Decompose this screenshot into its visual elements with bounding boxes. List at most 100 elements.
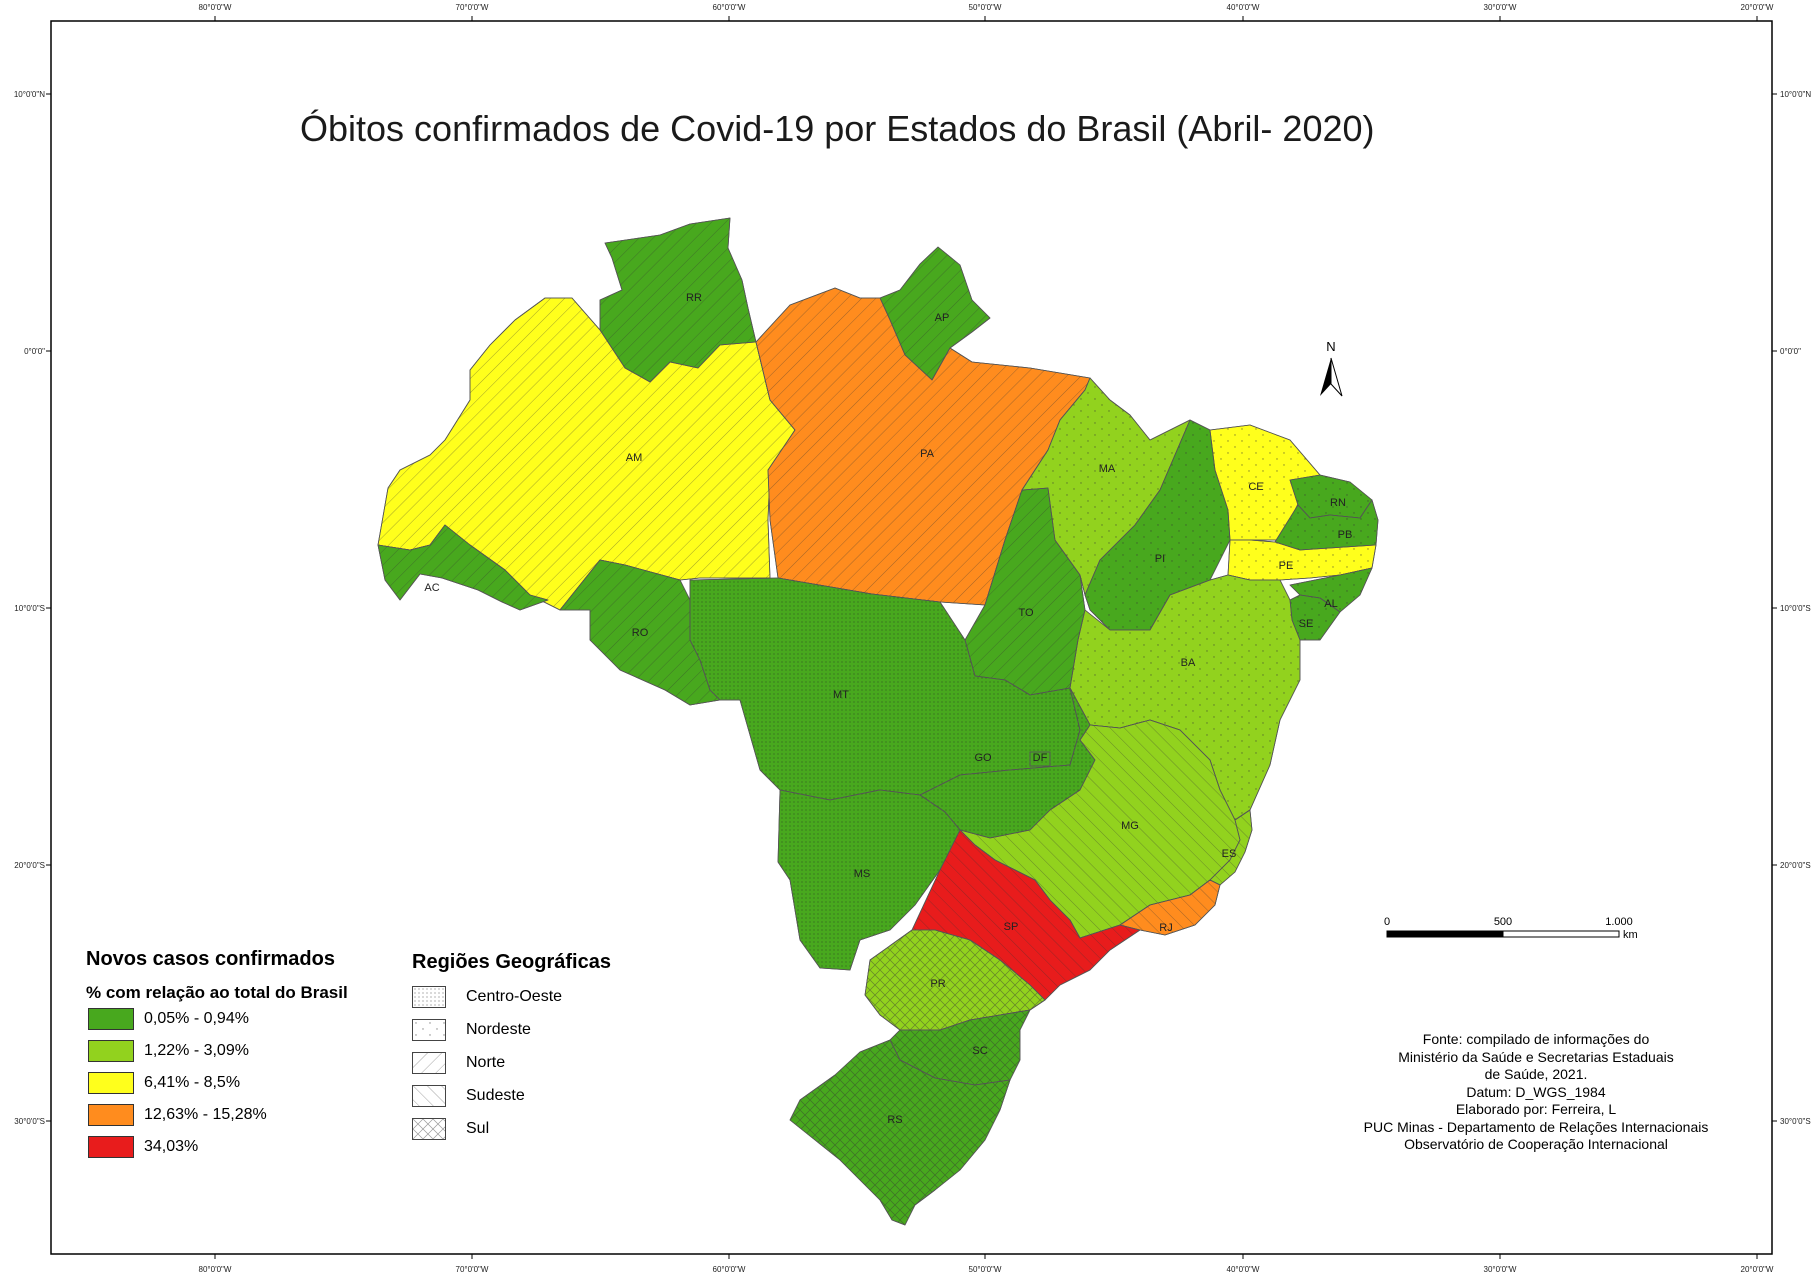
legend-label: 6,41% - 8,5%	[144, 1074, 241, 1091]
source-line: Datum: D_WGS_1984	[1466, 1083, 1606, 1100]
grid-label-right: 10°0'0"S	[1780, 604, 1811, 613]
region-label: Norte	[466, 1053, 506, 1071]
source-line: Observatório de Cooperação Internacional	[1404, 1136, 1668, 1152]
region-label: Sul	[466, 1119, 490, 1137]
state-pi	[1084, 419, 1231, 631]
state-label-to: TO	[1018, 607, 1034, 619]
state-label-go: GO	[974, 752, 992, 764]
legend-label: 12,63% - 15,28%	[144, 1106, 267, 1123]
state-label-ma: MA	[1099, 463, 1116, 475]
state-pa	[755, 287, 1091, 606]
grid-label-left: 10°0'0"S	[14, 604, 45, 613]
state-rn	[1289, 474, 1373, 519]
source-line: de Saúde, 2021.	[1484, 1066, 1588, 1082]
state-rr	[599, 217, 757, 383]
state-label-se: SE	[1299, 618, 1314, 630]
scale-unit: km	[1623, 929, 1638, 941]
state-label-sc: SC	[972, 1045, 987, 1057]
legend-item: 0,05% - 0,94%	[88, 1003, 406, 1035]
state-label-ap: AP	[935, 312, 950, 324]
pattern-crosshatch-icon	[412, 1117, 446, 1140]
legend-swatch	[88, 1104, 134, 1126]
legend-item: 6,41% - 8,5%	[88, 1067, 406, 1099]
pattern-diagonal-forward-icon	[412, 1051, 446, 1074]
grid-label-left: 10°0'0"N	[14, 90, 45, 99]
state-ac	[377, 524, 549, 611]
legend: Novos casos confirmados % com relação ao…	[86, 948, 406, 1163]
source-line: Fonte: compilado de informações do	[1422, 1031, 1650, 1047]
state-label-rs: RS	[887, 1114, 902, 1126]
state-ro	[559, 559, 721, 706]
pattern-diagonal-back-icon	[412, 1084, 446, 1107]
state-label-mt: MT	[833, 689, 849, 701]
grid-label-left: 20°0'0"S	[14, 861, 45, 870]
grid-label-bottom: 80°0'0"W	[199, 1265, 232, 1274]
state-label-pb: PB	[1338, 529, 1353, 541]
state-label-pe: PE	[1279, 560, 1294, 572]
state-mt	[689, 577, 1081, 801]
source-line: Ministério da Saúde e Secretarias Estadu…	[1398, 1048, 1674, 1065]
legend-subtitle: % com relação ao total do Brasil	[86, 983, 348, 1002]
regions-legend-title: Regiões Geográficas	[412, 951, 611, 973]
source-line: PUC Minas - Departamento de Relações Int…	[1363, 1118, 1709, 1135]
state-ba	[1069, 574, 1301, 821]
grid-label-top: 80°0'0"W	[199, 3, 232, 12]
grid-label-left: 0°0'0"	[24, 347, 45, 356]
state-label-ms: MS	[854, 868, 871, 880]
state-rj	[1119, 879, 1221, 936]
state-label-pr: PR	[930, 978, 945, 990]
grid-label-bottom: 60°0'0"W	[713, 1265, 746, 1274]
state-label-sp: SP	[1004, 921, 1019, 933]
north-arrow-label: N	[1326, 339, 1335, 354]
state-rs	[789, 1039, 1011, 1226]
source-line: Elaborado por: Ferreira, L	[1455, 1101, 1617, 1117]
legend-label: 34,03%	[144, 1138, 199, 1155]
state-label-ro: RO	[632, 627, 649, 639]
grid-label-bottom: 20°0'0"W	[1741, 1265, 1774, 1274]
legend-swatch	[88, 1008, 134, 1030]
region-item: Centro-Oeste	[412, 980, 672, 1013]
legend-item: 34,03%	[88, 1131, 406, 1163]
legend-swatch	[88, 1072, 134, 1094]
north-arrow: N	[1320, 339, 1343, 397]
state-label-pi: PI	[1155, 553, 1165, 565]
legend-item: 1,22% - 3,09%	[88, 1035, 406, 1067]
state-pr	[864, 929, 1046, 1031]
grid-label-top: 30°0'0"W	[1484, 3, 1517, 12]
grid-label-right: 10°0'0"N	[1780, 90, 1811, 99]
legend-label: 1,22% - 3,09%	[144, 1042, 249, 1059]
state-df	[1029, 751, 1051, 767]
grid-label-right: 0°0'0"	[1780, 347, 1801, 356]
region-label: Centro-Oeste	[466, 987, 563, 1005]
region-label: Nordeste	[466, 1020, 531, 1038]
legend-label: 0,05% - 0,94%	[144, 1010, 249, 1027]
state-label-ba: BA	[1181, 657, 1196, 669]
source-note: Fonte: compilado de informações do Minis…	[1352, 1031, 1720, 1154]
region-label: Sudeste	[466, 1086, 525, 1104]
state-ap	[879, 246, 991, 381]
state-label-al: AL	[1324, 598, 1337, 610]
state-label-pa: PA	[920, 448, 935, 460]
grid-label-right: 20°0'0"S	[1780, 861, 1811, 870]
grid-label-bottom: 40°0'0"W	[1227, 1265, 1260, 1274]
grid-label-right: 30°0'0"S	[1780, 1117, 1811, 1126]
state-es	[1209, 809, 1253, 886]
state-am	[377, 297, 796, 611]
state-label-df: DF	[1033, 752, 1048, 764]
legend-title: Novos casos confirmados	[86, 948, 335, 970]
state-ce	[1209, 424, 1321, 541]
grid-label-bottom: 30°0'0"W	[1484, 1265, 1517, 1274]
grid-label-top: 70°0'0"W	[456, 3, 489, 12]
scale-tick-0: 0	[1384, 916, 1390, 928]
state-label-mg: MG	[1121, 820, 1139, 832]
legend-swatch	[88, 1040, 134, 1062]
grid-label-top: 20°0'0"W	[1741, 3, 1774, 12]
grid-label-top: 40°0'0"W	[1227, 3, 1260, 12]
region-item: Nordeste	[412, 1013, 672, 1046]
map-frame	[50, 20, 1773, 1255]
legend-swatch	[88, 1136, 134, 1158]
state-label-am: AM	[626, 452, 643, 464]
pattern-dots-icon	[412, 985, 446, 1008]
region-item: Sul	[412, 1112, 672, 1145]
